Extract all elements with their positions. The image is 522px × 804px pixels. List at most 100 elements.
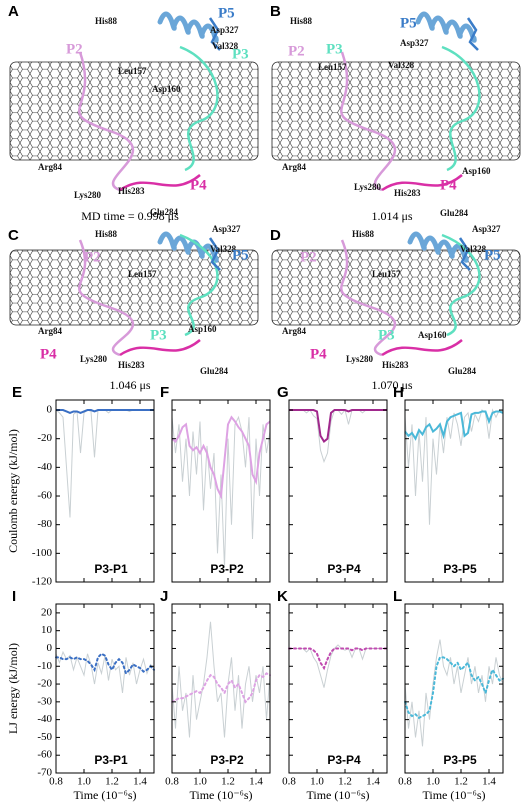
residue-label: Asp327 (400, 38, 429, 48)
p4-chain (119, 339, 201, 357)
chart-annotation: P3-P2 (210, 562, 244, 576)
residue-label: Asp327 (472, 224, 501, 234)
smoothed-line (289, 409, 387, 444)
panel-letter: L (393, 588, 402, 605)
residue-label: Asp160 (188, 324, 217, 334)
nanotube (9, 61, 259, 161)
chart-panel: E 0 -20 -40 -60 -80 -100 -120 P3-P1 Coulomb energ… (6, 384, 155, 588)
p2-chain (340, 51, 397, 192)
segment-label: P2 (288, 43, 305, 59)
x-tick-label: 1.4 (133, 776, 147, 788)
panel-letter: C (8, 227, 19, 244)
residue-label: Asp160 (462, 166, 491, 176)
residue-label: Arg84 (38, 162, 62, 172)
residue-label: His283 (118, 186, 145, 196)
raw-line (289, 644, 387, 688)
residue-label: Val328 (210, 244, 237, 254)
panel-letter: K (277, 588, 288, 605)
residue-label: His283 (382, 360, 409, 370)
x-tick-label: 1.2 (454, 776, 468, 788)
x-tick-label: 1.2 (221, 776, 235, 788)
residue-label: His88 (352, 229, 375, 239)
residue-label: Asp160 (152, 84, 181, 94)
panel-caption: 1.046 μs (109, 378, 150, 392)
nanotube (271, 61, 521, 161)
p5-sidechain (466, 17, 479, 51)
smoothed-line (171, 415, 271, 500)
panel-caption: 1.014 μs (371, 209, 412, 223)
residue-label: Lys280 (80, 354, 108, 364)
chart-annotation: P3-P2 (210, 753, 244, 767)
chart-annotation: P3-P5 (443, 753, 477, 767)
panel-caption: MD time = 0.998 μs (81, 209, 179, 223)
segment-label: P4 (190, 177, 207, 193)
x-axis-label: Time (10⁻⁶s) (73, 788, 136, 802)
p4-chain (381, 339, 463, 357)
p3-chain (441, 233, 481, 337)
segment-label: P2 (84, 249, 101, 265)
residue-label: Leu157 (118, 66, 147, 76)
p4-chain (119, 174, 201, 192)
y-tick-label: 0 (47, 642, 53, 654)
residue-label: Glu284 (440, 208, 469, 218)
residue-label: His88 (290, 16, 313, 26)
segment-label: P5 (400, 15, 417, 31)
y-tick-label: -60 (37, 490, 52, 502)
raw-line (289, 408, 387, 464)
chart-panel: K 0.8 1.0 1.2 1.4 P3-P4 Time (10⁻⁶s) (277, 588, 388, 802)
helix (407, 231, 469, 263)
x-tick-label: 1.4 (366, 776, 380, 788)
chart-panel: L 0.8 1.0 1.2 1.4 P3-P5 Time (10⁻⁶s) (393, 588, 504, 802)
residue-label: Lys280 (74, 190, 102, 200)
y-tick-label: -20 (37, 432, 52, 444)
panel-letter: H (393, 384, 404, 401)
residue-label: His88 (95, 16, 118, 26)
helix (415, 11, 477, 43)
y-tick-label: -100 (32, 547, 53, 559)
y-tick-label: -60 (37, 749, 52, 761)
panel-letter: D (270, 227, 281, 244)
helix (157, 231, 219, 263)
smoothed-line (288, 647, 388, 671)
residue-label: Asp327 (210, 25, 239, 35)
x-tick-label: 1.0 (310, 776, 324, 788)
x-tick-label: 1.2 (105, 776, 119, 788)
p4-chain (381, 174, 463, 192)
plot-frame (171, 603, 271, 774)
chart-annotation: P3-P4 (327, 562, 361, 576)
raw-line (404, 408, 504, 525)
p3-chain (179, 233, 219, 337)
x-tick-label: 1.0 (77, 776, 91, 788)
chart-panel: F P3-P2 (160, 384, 271, 583)
x-axis-label: Time (10⁻⁶s) (306, 788, 369, 802)
y-tick-label: 10 (41, 624, 53, 636)
residue-label: Arg84 (282, 162, 306, 172)
residue-label: His88 (95, 229, 118, 239)
panel-letter: A (8, 3, 19, 20)
p3-chain (441, 45, 481, 172)
x-tick-label: 1.4 (249, 776, 263, 788)
segment-label: P4 (440, 177, 457, 193)
chart-annotation: P3-P5 (443, 562, 477, 576)
x-axis-label: Time (10⁻⁶s) (189, 788, 252, 802)
panel-letter: I (12, 588, 16, 605)
smoothed-line (55, 652, 155, 676)
residue-label: Leu157 (372, 269, 401, 279)
residue-label: Asp327 (212, 224, 241, 234)
y-axis-label: LJ energy (kJ/mol) (6, 643, 20, 734)
plot-frame (55, 399, 155, 583)
residue-label: Val328 (388, 60, 415, 70)
residue-label: Glu284 (150, 207, 179, 217)
panel-letter: E (12, 384, 22, 401)
p2-chain (78, 51, 135, 192)
helix (157, 11, 219, 43)
segment-label: P5 (484, 247, 501, 263)
plot-frame (288, 399, 388, 583)
y-tick-label: -30 (37, 695, 52, 707)
chart-panel: G P3-P4 (277, 384, 388, 583)
residue-label: Glu284 (200, 366, 229, 376)
segment-label: P5 (218, 5, 235, 21)
chart-panel: H P3-P5 (393, 384, 504, 583)
y-tick-label: 0 (47, 404, 53, 416)
segment-label: P3 (150, 327, 167, 343)
